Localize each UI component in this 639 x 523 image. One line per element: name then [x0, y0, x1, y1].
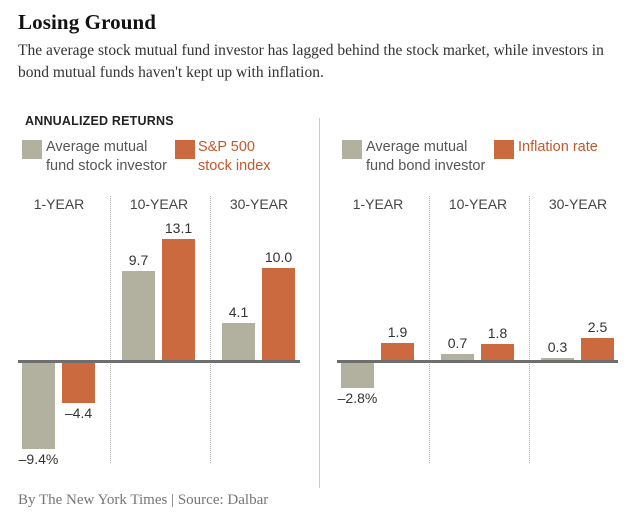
legend-line: Inflation rate [518, 139, 598, 155]
bar-value-label: 9.7 [128, 252, 149, 268]
stock-investor-swatch-icon [22, 140, 42, 159]
bar [22, 362, 55, 449]
bar-value-label: 13.1 [164, 220, 193, 236]
bar [581, 338, 614, 361]
bar [441, 354, 474, 361]
legend-line: fund bond investor [366, 158, 486, 174]
bar-value-label: 2.5 [587, 319, 608, 335]
column-separator [529, 196, 530, 463]
bar [481, 344, 514, 361]
bar [122, 271, 155, 361]
column-label: 1-YEAR [352, 196, 404, 212]
bar-value-label: 1.9 [387, 324, 408, 340]
bar-value-label: –9.4% [18, 451, 59, 467]
legend-line: fund stock investor [46, 158, 167, 174]
column-label: 30-YEAR [548, 196, 608, 212]
column-label: 30-YEAR [229, 196, 289, 212]
legend-line: Average mutual [46, 139, 148, 155]
bar-value-label: 0.3 [547, 339, 568, 355]
stock-investor-legend-label: Average mutual fund stock investor [46, 138, 167, 176]
chart-kicker: ANNUALIZED RETURNS [25, 114, 174, 128]
panel-divider [319, 118, 320, 488]
bar-value-label: 1.8 [487, 325, 508, 341]
bar [541, 358, 574, 361]
column-separator [210, 196, 211, 463]
zero-axis-line [18, 360, 300, 363]
bar [341, 362, 374, 388]
inflation-swatch-icon [494, 140, 514, 159]
bar [222, 323, 255, 361]
bar [381, 343, 414, 361]
sp500-legend-label: S&P 500 stock index [198, 138, 271, 176]
column-separator [110, 196, 111, 463]
bond-investor-legend-label: Average mutual fund bond investor [366, 138, 485, 176]
legend-line: stock index [198, 158, 271, 174]
column-label: 10-YEAR [129, 196, 189, 212]
bar-value-label: 0.7 [447, 335, 468, 351]
zero-axis-line [337, 360, 618, 363]
column-label: 10-YEAR [448, 196, 508, 212]
page-title: Losing Ground [18, 10, 157, 34]
legend-line: S&P 500 [198, 139, 255, 155]
bar [262, 268, 295, 361]
bar-value-label: –2.8% [337, 390, 378, 406]
bar [162, 239, 195, 361]
legend-line: Average mutual [366, 139, 468, 155]
bar-value-label: 4.1 [228, 304, 249, 320]
inflation-legend-label: Inflation rate [518, 138, 598, 157]
sp500-swatch-icon [175, 140, 195, 159]
column-label: 1-YEAR [33, 196, 85, 212]
bar [62, 362, 95, 403]
column-separator [429, 196, 430, 463]
source-credit: By The New York Times | Source: Dalbar [18, 492, 269, 508]
page-subtitle: The average stock mutual fund investor h… [18, 42, 604, 81]
bar-value-label: 10.0 [264, 249, 293, 265]
bond-investor-swatch-icon [342, 140, 362, 159]
bar-value-label: –4.4 [64, 405, 93, 421]
